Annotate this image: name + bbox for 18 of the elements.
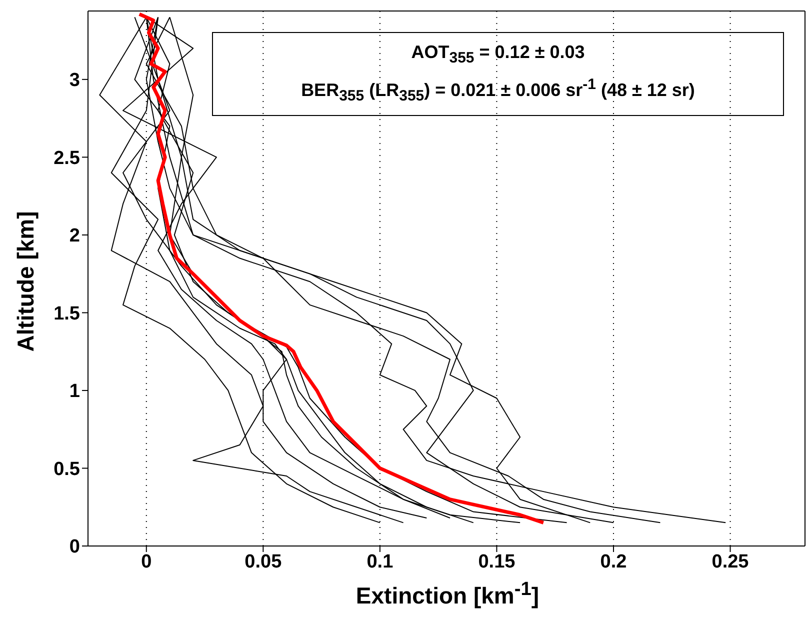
text-box: AOT$_{355}$ = 0.12 ± 0.03 BER$_{355}$ (LR$_{355}$) = 0.021 ± 0.006 sr$^{-1}$ (48 ± 12 sr)	[212, 32, 784, 116]
y-tick-label: 0	[69, 536, 80, 558]
x-tick-label: 0.15	[478, 551, 516, 572]
x-tick-label: 0.25	[712, 551, 750, 572]
x-tick-label: 0	[141, 551, 152, 572]
y-tick-label: 2	[69, 226, 80, 247]
x-axis-title: Extinction [km$^{-1}$]	[354, 579, 540, 610]
y-tick-label: 0.5	[54, 458, 80, 480]
x-tick-label: 0.1	[366, 551, 394, 572]
annotation: BER$_{355}$ (LR$_{355}$) = 0.021 ± 0.006 sr$^{-1}$ (48 ± 12 sr)	[300, 74, 696, 106]
y-tick-label: 3	[69, 70, 80, 92]
annotation: AOT$_{355}$ = 0.12 ± 0.03	[410, 41, 586, 69]
x-tick-label: 0.2	[600, 551, 627, 572]
y-axis-title: Altitude [km]	[12, 210, 40, 354]
y-tick-label: 2.5	[54, 148, 80, 169]
y-tick-label: 1	[69, 381, 80, 402]
y-tick-label: 1.5	[54, 303, 80, 324]
x-tick-label: 0.05	[244, 551, 282, 572]
